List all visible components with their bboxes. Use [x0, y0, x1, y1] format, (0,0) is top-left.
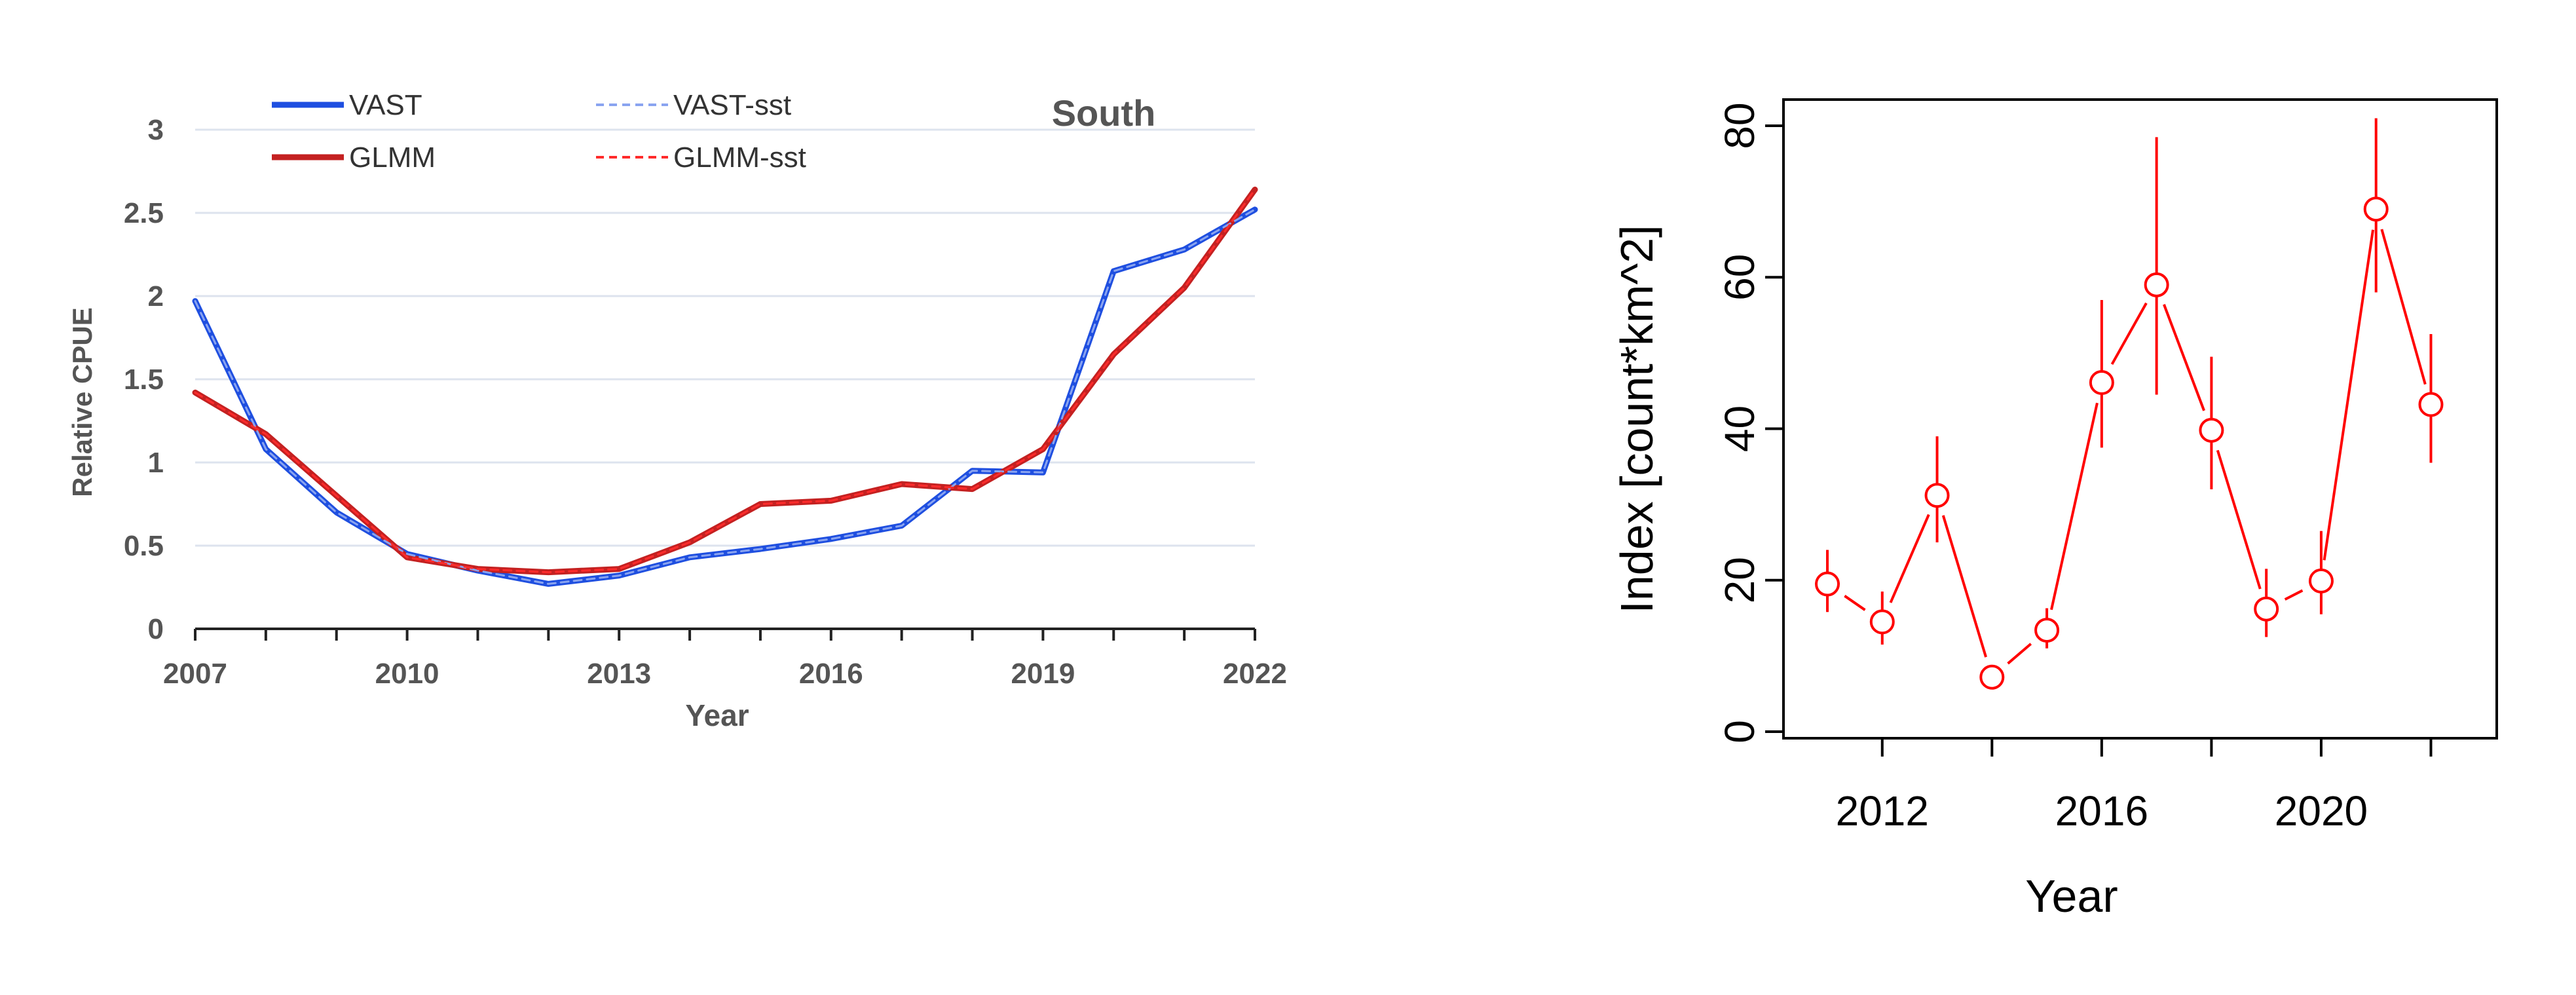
- connector-line: [2163, 304, 2205, 411]
- legend-label: GLMM-sst: [673, 141, 806, 174]
- data-point: [1924, 483, 1950, 508]
- series-line: [194, 208, 1256, 585]
- y-tick-label: 1.5: [124, 364, 164, 396]
- connector-line: [2380, 229, 2427, 385]
- cpue-chart: 0 0.5 1 1.5 2 2.5 3 2007 2010 2013 2016 2019 2022 V…: [67, 89, 1287, 732]
- data-point: [2089, 369, 2114, 395]
- series-line: [194, 188, 1256, 574]
- data-point: [2034, 618, 2060, 643]
- legend-label: VAST-sst: [673, 89, 791, 121]
- y-ticks: 0 20 40 60 80: [1716, 102, 1783, 743]
- x-ticks: 2007 2010 2013 2016 2019 2022: [163, 629, 1287, 690]
- index-chart: 0 20 40 60 80 2012 2016 2020 Year Index [count…: [1611, 98, 2498, 922]
- connector-line: [2110, 302, 2148, 366]
- connector-line: [2007, 643, 2032, 665]
- y-tick-label: 60: [1716, 254, 1763, 301]
- data-point: [2418, 392, 2444, 417]
- data-point: [1815, 571, 1840, 597]
- connector-line: [2216, 449, 2262, 590]
- chart-title: South: [1052, 92, 1156, 134]
- y-axis-label: Index [count*km^2]: [1611, 225, 1662, 613]
- plot-frame: [1782, 98, 2498, 740]
- legend-label: VAST: [349, 89, 422, 121]
- x-tick-label: 2019: [1011, 658, 1075, 690]
- connector-line: [2323, 229, 2375, 561]
- legend: VAST GLMM VAST-sst GLMM-sst: [272, 89, 806, 174]
- data-point: [2254, 596, 2279, 622]
- connector-line: [1889, 514, 1930, 603]
- data-point: [1979, 664, 2005, 690]
- connector-line: [2050, 402, 2099, 610]
- y-tick-label: 2: [148, 280, 164, 312]
- legend-label: GLMM: [349, 141, 436, 174]
- y-tick-label: 80: [1716, 102, 1763, 149]
- x-tick-label: 2013: [587, 658, 651, 690]
- connector-line: [1844, 595, 1866, 611]
- y-tick-label: 2.5: [124, 197, 164, 229]
- y-tick-label: 20: [1716, 557, 1763, 603]
- x-tick-label: 2010: [375, 658, 439, 690]
- x-axis-label: Year: [2025, 871, 2118, 922]
- connector-line: [2284, 589, 2304, 601]
- x-tick-label: 2020: [2275, 787, 2368, 835]
- x-axis-label: Year: [685, 698, 749, 732]
- x-tick-label: 2007: [163, 658, 227, 690]
- x-ticks: 2012 2016 2020: [1836, 738, 2433, 835]
- series-line: [192, 186, 1258, 576]
- data-point: [2199, 417, 2224, 443]
- grid: [195, 128, 1255, 547]
- y-tick-label: 0: [1716, 720, 1763, 743]
- connector-line: [1941, 515, 1987, 658]
- data-point: [2308, 568, 2334, 593]
- y-tick-label: 0: [148, 613, 164, 645]
- data-points: [1815, 118, 2444, 690]
- x-tick-label: 2022: [1223, 658, 1287, 690]
- y-tick-label: 1: [148, 447, 164, 479]
- y-ticks: 0 0.5 1 1.5 2 2.5 3: [124, 114, 164, 645]
- series-lines: [192, 186, 1258, 587]
- x-tick-label: 2012: [1836, 787, 1929, 835]
- y-tick-label: 40: [1716, 405, 1763, 452]
- y-axis-label: Relative CPUE: [67, 307, 98, 497]
- data-point: [2144, 272, 2169, 297]
- x-tick-label: 2016: [799, 658, 863, 690]
- y-tick-label: 3: [148, 114, 164, 146]
- data-point: [1869, 609, 1895, 635]
- x-tick-label: 2016: [2055, 787, 2148, 835]
- data-point: [2363, 197, 2389, 222]
- y-tick-label: 0.5: [124, 530, 164, 562]
- series-line: [192, 206, 1258, 587]
